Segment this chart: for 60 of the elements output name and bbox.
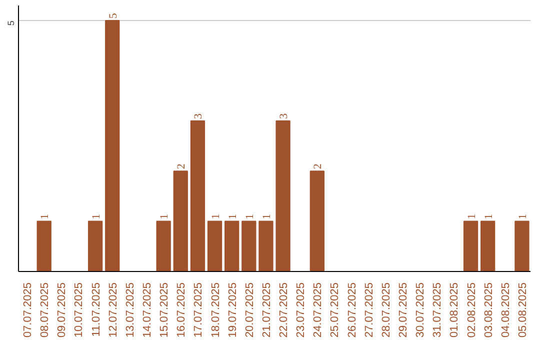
x-tick-label: 05.08.2025 <box>516 282 529 338</box>
data-label: 1 <box>210 214 222 220</box>
x-tick-label: 16.07.2025 <box>176 282 188 338</box>
data-label: 1 <box>260 214 273 220</box>
x-tick-label: 02.08.2025 <box>466 282 478 338</box>
bar <box>242 220 256 272</box>
data-label: 1 <box>90 214 102 220</box>
data-label: 1 <box>226 214 239 220</box>
x-tick-label: 07.07.2025 <box>22 282 34 338</box>
bar <box>480 220 496 272</box>
x-tick-label: 03.08.2025 <box>482 282 495 338</box>
data-label: 2 <box>176 164 188 170</box>
x-tick-label: 04.08.2025 <box>500 282 512 338</box>
bar <box>463 220 478 272</box>
x-tick-label: 31.07.2025 <box>432 282 444 338</box>
x-tick-label: 19.07.2025 <box>226 282 239 338</box>
bar <box>156 220 171 272</box>
x-tick-label: 14.07.2025 <box>142 282 154 338</box>
data-label: 1 <box>516 214 529 220</box>
x-tick-label: 10.07.2025 <box>73 282 86 338</box>
data-label: 1 <box>466 214 478 220</box>
data-label: 3 <box>192 112 205 119</box>
x-tick-label: 22.07.2025 <box>278 282 290 338</box>
bar <box>88 220 103 272</box>
x-tick-label: 27.07.2025 <box>363 282 376 338</box>
data-label: 1 <box>244 214 256 220</box>
data-label: 3 <box>278 112 290 119</box>
x-tick-label: 08.07.2025 <box>39 282 52 338</box>
data-label: 5 <box>107 12 120 19</box>
data-label: 1 <box>482 214 495 220</box>
bar <box>310 170 324 272</box>
x-tick-label: 01.08.2025 <box>448 282 461 338</box>
x-tick-label: 20.07.2025 <box>244 282 256 338</box>
bar <box>207 220 222 272</box>
bar <box>276 120 290 272</box>
bar <box>258 220 274 272</box>
x-tick-label: 15.07.2025 <box>158 282 171 338</box>
x-tick-label: 30.07.2025 <box>414 282 427 338</box>
x-tick-label: 13.07.2025 <box>124 282 136 338</box>
bar <box>36 220 52 272</box>
bar <box>173 170 188 272</box>
bar <box>224 220 240 272</box>
data-label: 2 <box>312 164 324 170</box>
x-tick-label: 24.07.2025 <box>312 282 324 338</box>
x-tick-label: 09.07.2025 <box>56 282 68 338</box>
x-tick-label: 21.07.2025 <box>260 282 273 338</box>
x-tick-label: 25.07.2025 <box>329 282 342 338</box>
data-label: 1 <box>39 214 52 220</box>
data-label: 1 <box>158 214 171 220</box>
x-tick-label: 11.07.2025 <box>90 282 102 337</box>
x-tick-label: 26.07.2025 <box>346 282 358 338</box>
x-tick-label: 23.07.2025 <box>295 282 308 338</box>
x-tick-label: 18.07.2025 <box>210 282 222 338</box>
bar <box>190 120 206 272</box>
bar <box>514 220 530 272</box>
x-tick-label: 28.07.2025 <box>380 282 392 338</box>
bar <box>105 20 120 272</box>
x-tick-label: 17.07.2025 <box>192 282 205 338</box>
x-tick-label: 29.07.2025 <box>398 282 410 338</box>
x-tick-label: 12.07.2025 <box>107 282 120 338</box>
